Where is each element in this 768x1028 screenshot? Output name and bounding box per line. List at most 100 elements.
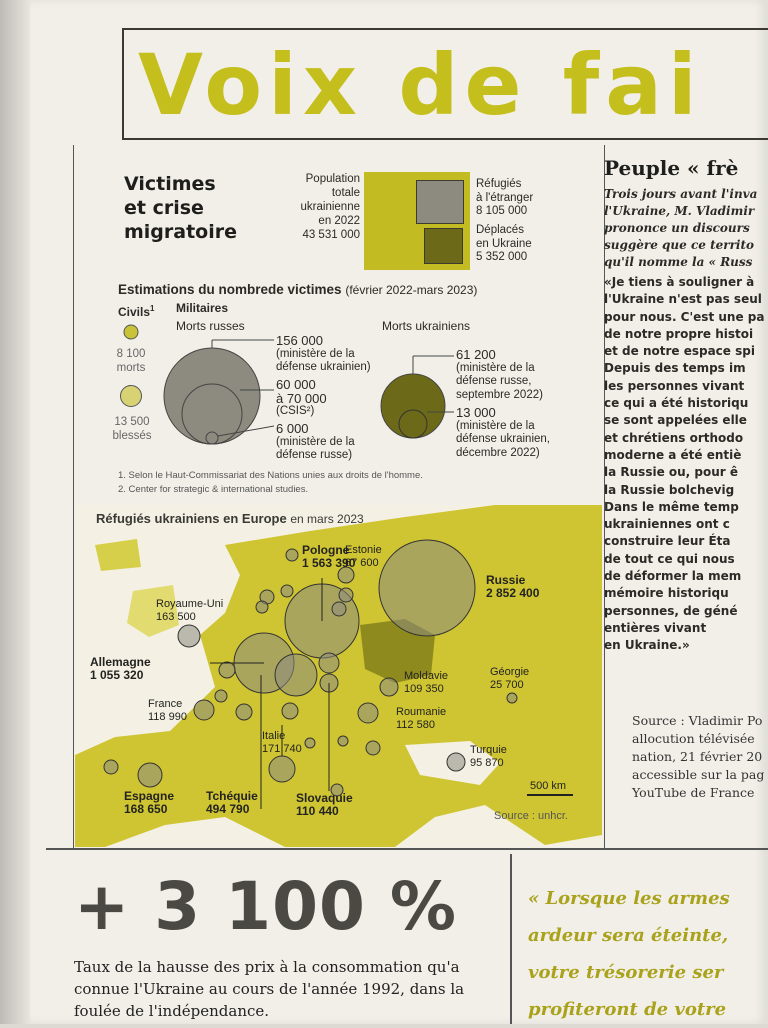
russian-estimate-source: défense russe) xyxy=(276,449,353,461)
country-value: 95 870 xyxy=(470,757,504,769)
sidebar-quote-line: et de notre espace spi xyxy=(604,344,755,359)
map-scale-label: 500 km xyxy=(530,780,567,792)
bubble-norvege xyxy=(255,600,269,614)
page-edge xyxy=(0,0,30,1024)
sidebar-quote-line: de déformer la mem xyxy=(604,569,742,584)
civils-injured-line: 13 500 xyxy=(114,416,150,428)
bubble-georgie xyxy=(506,692,518,704)
russian-estimate-value: 6 000 xyxy=(276,421,309,436)
map-label-italie: Italie 171 740 xyxy=(262,730,302,756)
russian-estimate-value: à 70 000 xyxy=(276,390,327,406)
bubble-france xyxy=(193,699,215,721)
country-value: 67 600 xyxy=(345,557,379,569)
country-name: France xyxy=(148,698,183,710)
civils-label: Civils1 xyxy=(118,302,154,320)
sidebar-intro-line: prononce un discours xyxy=(604,221,750,235)
country-name: Turquie xyxy=(470,744,507,756)
country-name: Pologne xyxy=(302,543,350,557)
page-title: Voix de fai xyxy=(138,36,703,134)
estimates-title: Estimations du nombrede victimes (févrie… xyxy=(118,282,477,297)
ukrainian-estimate-source: défense russe, xyxy=(456,375,532,387)
sidebar-intro-line: qu'il nomme la « Russ xyxy=(604,255,753,269)
country-value: 1 563 390 xyxy=(302,556,356,570)
map-label-royaume-uni: Royaume-Uni 163 500 xyxy=(156,598,223,624)
russian-estimate-source: (ministère de la xyxy=(276,347,355,360)
sidebar-source-line: Source : Vladimir Po xyxy=(632,713,763,728)
country-value: 109 350 xyxy=(404,683,444,695)
bubble-croatie xyxy=(304,737,316,749)
footnote-2: 2. Center for strategic & international … xyxy=(118,484,309,495)
bottom-column-divider xyxy=(510,854,512,1024)
population-label-line: totale xyxy=(331,187,360,199)
sidebar-quote-line: se sont appelées elle xyxy=(604,413,747,428)
civils-dead-text: 8 100 morts xyxy=(108,348,154,375)
ukrainian-estimate-source: (ministère de la xyxy=(456,419,535,432)
ukrainian-dead-label: Morts ukrainiens xyxy=(382,319,471,333)
country-name: Roumanie xyxy=(396,706,447,718)
russian-estimate-source: (CSIS²) xyxy=(276,405,315,417)
ukrainian-estimate-source: défense ukrainien, xyxy=(456,433,550,445)
country-value: 494 790 xyxy=(206,802,250,816)
bubble-serbie xyxy=(337,735,349,747)
bubble-moldavie xyxy=(379,677,399,697)
bubble-tchequie xyxy=(274,653,318,697)
civils-dead-circle xyxy=(123,324,139,340)
population-label: Population totale ukrainienne en 2022 43… xyxy=(270,172,360,242)
displaced-label-line: en Ukraine xyxy=(476,237,532,250)
map-label-france: France 118 990 xyxy=(148,698,187,724)
bubble-autriche xyxy=(281,702,299,720)
bottom-quote-line: ardeur sera éteinte, xyxy=(528,925,729,946)
bubble-espagne xyxy=(137,762,163,788)
sidebar-intro-line: Trois jours avant l'inva xyxy=(604,187,758,201)
map-north-sea xyxy=(175,637,207,681)
ukrainian-estimate-source: décembre 2022) xyxy=(456,446,540,459)
sidebar-source-line: YouTube de France xyxy=(632,785,755,800)
bubble-belgique xyxy=(214,689,228,703)
russian-estimate-2: 60 000 à 70 000 (CSIS²) xyxy=(276,378,327,419)
russian-dead-156000-circle xyxy=(163,347,261,445)
leader-line xyxy=(217,425,275,437)
map-title: Réfugiés ukrainiens en Europe en mars 20… xyxy=(96,511,364,526)
bubble-royaume-uni xyxy=(177,624,201,648)
ukrainian-dead-61200-circle xyxy=(380,373,446,439)
displaced-square xyxy=(424,228,463,264)
militaires-label: Militaires xyxy=(176,301,229,315)
country-value: 1 055 320 xyxy=(90,668,144,682)
map-period: en mars 2023 xyxy=(290,512,364,526)
displaced-label: Déplacés en Ukraine 5 352 000 xyxy=(476,224,532,265)
bubble-bulgarie xyxy=(365,740,381,756)
refugees-label: Réfugiés à l'étranger 8 105 000 xyxy=(476,178,533,219)
sidebar-quote-line: pour nous. C'est une pa xyxy=(604,309,765,324)
sidebar-quote-line: Dans le même temp xyxy=(604,499,739,514)
map-svg xyxy=(75,505,602,847)
map-label-russie: Russie 2 852 400 xyxy=(486,574,539,600)
infographic-title-line: migratoire xyxy=(124,221,238,243)
map-label-tcheque: Tchéquie 494 790 xyxy=(206,790,258,816)
map-source: Source : unhcr. xyxy=(494,810,568,822)
ukrainian-dead-13000-circle xyxy=(398,409,428,439)
bubble-finlande xyxy=(285,548,299,562)
sidebar-quote-line: de notre propre histoi xyxy=(604,326,754,341)
refugees-value: 8 105 000 xyxy=(476,205,528,217)
sidebar-quote-line: et chrétiens orthodo xyxy=(604,430,744,445)
title-frame xyxy=(122,28,768,140)
map-uk xyxy=(127,585,179,637)
bubble-roumanie xyxy=(357,702,379,724)
estimates-title-text: Estimations du nombrede victimes xyxy=(118,282,342,297)
displaced-value: 5 352 000 xyxy=(476,251,528,263)
map-label-georgie: Géorgie 25 700 xyxy=(490,666,529,692)
country-name: Allemagne xyxy=(90,655,151,669)
country-value: 25 700 xyxy=(490,679,524,691)
bottom-quote-line: profiteront de votre xyxy=(528,999,727,1020)
sidebar-quote-line: Depuis des temps im xyxy=(604,361,746,376)
sidebar-title: Peuple « frè xyxy=(604,156,739,180)
map-title-text: Réfugiés ukrainiens en Europe xyxy=(96,511,287,526)
bottom-quote-line: « Lorsque les armes xyxy=(528,888,730,909)
bubble-lettonie xyxy=(338,587,354,603)
russian-estimate-1: 156 000 (ministère de la défense ukrainien… xyxy=(276,334,371,375)
sidebar-quote-line: ce qui a été historiqu xyxy=(604,396,749,411)
infographic-box xyxy=(73,145,605,849)
sidebar-quote-line: ukrainiennes ont c xyxy=(604,517,730,532)
map-label-espagne: Espagne 168 650 xyxy=(124,790,174,816)
country-name: Espagne xyxy=(124,789,175,803)
